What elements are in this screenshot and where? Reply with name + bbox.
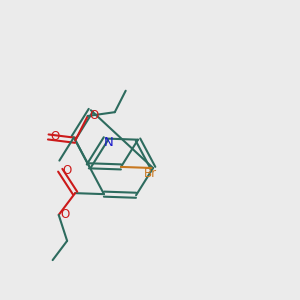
Text: O: O [61, 208, 70, 221]
Text: Br: Br [143, 167, 157, 180]
Text: O: O [50, 130, 59, 143]
Text: O: O [62, 164, 71, 177]
Text: O: O [90, 110, 99, 122]
Text: N: N [103, 136, 113, 148]
